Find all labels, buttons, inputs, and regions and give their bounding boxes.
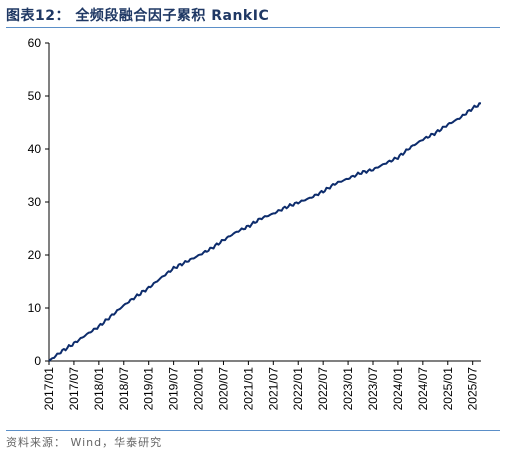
source-note: 资料来源： Wind，华泰研究 (6, 436, 163, 449)
y-tick-label: 10 (28, 301, 42, 315)
y-tick-label: 60 (28, 36, 42, 50)
x-tick-label: 2025/07 (466, 367, 480, 411)
y-axis: 0 10 20 30 40 50 60 (28, 36, 50, 368)
line-chart: 0 10 20 30 40 50 60 2017/01 2017/07 2018/01 2018/… (28, 36, 482, 411)
series-layer (48, 102, 482, 362)
x-tick-label: 2022/07 (316, 367, 330, 411)
footer-rule (6, 430, 500, 431)
x-tick-label: 2021/01 (241, 367, 255, 411)
y-tick-label: 50 (28, 89, 42, 103)
x-tick-label: 2018/01 (92, 367, 106, 411)
cumulative-rankic-line (48, 102, 482, 362)
y-tick-label: 0 (34, 354, 41, 368)
x-tick-label: 2017/01 (42, 367, 56, 411)
x-tick-label: 2024/01 (391, 367, 405, 411)
x-tick-label: 2022/01 (291, 367, 305, 411)
x-tick-label: 2020/07 (216, 367, 230, 411)
chart-title: 图表12： 全频段融合因子累积 RankIC (6, 8, 270, 24)
x-tick-label: 2017/07 (67, 367, 81, 411)
x-axis: 2017/01 2017/07 2018/01 2018/07 2019/01 2019/… (42, 360, 481, 411)
y-tick-label: 20 (28, 248, 42, 262)
y-tick-label: 30 (28, 195, 42, 209)
x-tick-label: 2023/01 (341, 367, 355, 411)
x-tick-label: 2019/01 (142, 367, 156, 411)
x-tick-label: 2020/01 (192, 367, 206, 411)
x-tick-label: 2023/07 (366, 367, 380, 411)
x-tick-label: 2018/07 (117, 367, 131, 411)
y-tick-label: 40 (28, 142, 42, 156)
title-rule (6, 27, 500, 28)
x-tick-label: 2024/07 (416, 367, 430, 411)
x-tick-label: 2021/07 (266, 367, 280, 411)
x-tick-label: 2019/07 (167, 367, 181, 411)
x-tick-label: 2025/01 (441, 367, 455, 411)
